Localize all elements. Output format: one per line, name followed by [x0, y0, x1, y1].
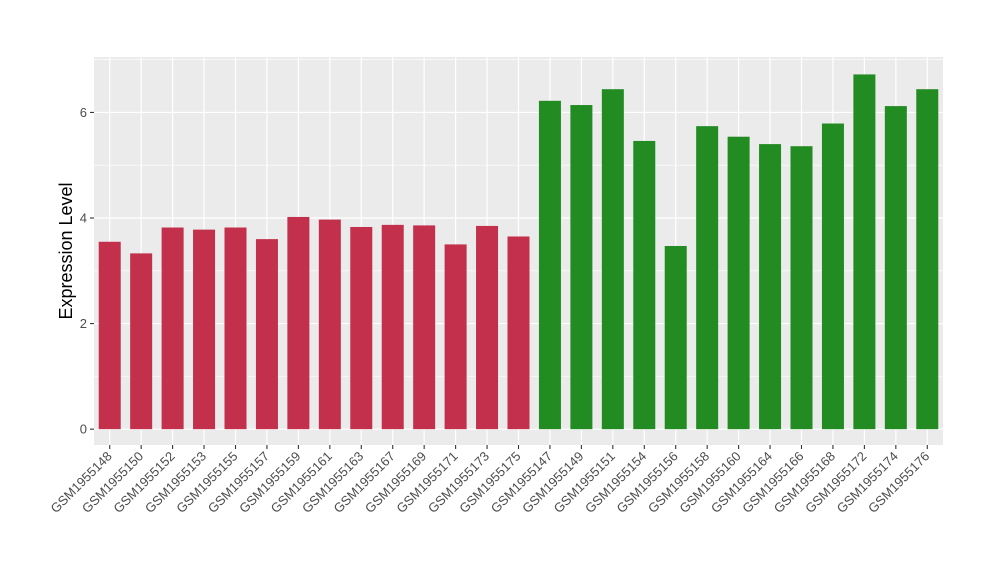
bar-GSM1955147 — [538, 100, 561, 430]
bar-GSM1955154 — [633, 140, 656, 430]
y-tick-label: 4 — [80, 211, 87, 226]
y-tick-label: 6 — [80, 105, 87, 120]
x-axis: GSM1955148GSM1955150GSM1955152GSM1955153… — [48, 445, 932, 516]
bar-GSM1955152 — [161, 227, 184, 430]
bar-GSM1955174 — [884, 106, 907, 430]
bar-GSM1955153 — [193, 229, 216, 430]
bar-GSM1955157 — [255, 239, 278, 430]
bar-GSM1955155 — [224, 227, 247, 430]
bar-GSM1955161 — [318, 219, 341, 430]
bar-GSM1955151 — [601, 89, 624, 430]
bar-GSM1955176 — [916, 89, 939, 430]
bar-GSM1955160 — [727, 136, 750, 430]
bar-GSM1955175 — [507, 236, 530, 430]
y-tick-label: 0 — [80, 422, 87, 437]
bar-GSM1955173 — [476, 225, 499, 430]
bar-GSM1955163 — [350, 226, 373, 430]
bar-GSM1955150 — [130, 253, 153, 430]
bar-GSM1955149 — [570, 105, 593, 430]
bar-GSM1955171 — [444, 244, 467, 430]
bar-GSM1955148 — [98, 241, 121, 430]
bar-GSM1955168 — [821, 123, 844, 430]
y-axis: 0 2 4 6 — [80, 105, 94, 437]
bar-GSM1955166 — [790, 146, 813, 430]
bar-GSM1955172 — [853, 74, 876, 430]
bar-GSM1955158 — [696, 126, 719, 430]
bar-GSM1955156 — [664, 245, 687, 430]
bar-GSM1955164 — [759, 144, 782, 430]
bar-GSM1955167 — [381, 224, 404, 430]
y-tick-label: 2 — [80, 316, 87, 331]
bar-GSM1955159 — [287, 216, 310, 430]
y-axis-label: Expression Level — [56, 182, 76, 319]
bars — [98, 74, 939, 430]
bar-GSM1955169 — [413, 225, 436, 430]
